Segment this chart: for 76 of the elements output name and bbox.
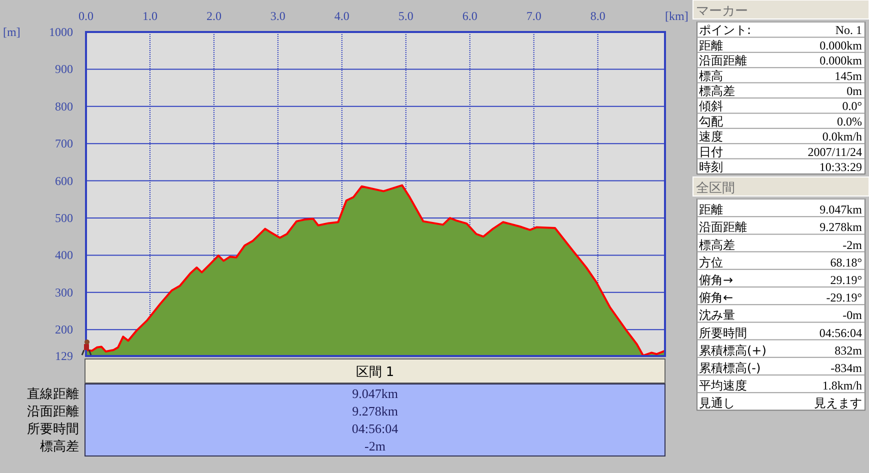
text: 9.278km — [820, 220, 863, 234]
text: -0m — [842, 308, 863, 322]
text: 方位 — [699, 255, 723, 270]
text: 俯角← — [699, 290, 734, 305]
y-tick-label: 1000 — [49, 25, 73, 39]
y-tick-label: 200 — [55, 322, 73, 337]
text: 傾斜 — [699, 99, 723, 114]
text: マーカー — [696, 4, 748, 19]
y-tick-label: 400 — [55, 248, 73, 262]
y-tick-label: 129 — [55, 349, 73, 363]
text: 0m — [846, 84, 863, 98]
text: 9.047km — [820, 202, 863, 217]
y-tick-label: 800 — [55, 99, 73, 114]
x-tick-label: 2.0 — [206, 9, 222, 23]
text: 1.8km/h — [822, 378, 862, 393]
x-axis-title: [km] — [665, 9, 688, 23]
x-tick-label: 0.0 — [78, 9, 94, 23]
x-tick-label: 5.0 — [398, 9, 414, 23]
text: 距離 — [699, 38, 723, 52]
text: 平均速度 — [699, 378, 747, 393]
text: 04:56:04 — [352, 421, 399, 436]
text: 標高差 — [699, 84, 735, 98]
text: 0.0km/h — [822, 130, 862, 144]
text: -29.19° — [826, 290, 862, 305]
text: 累積標高(+) — [699, 343, 766, 358]
text: 速度 — [699, 130, 723, 144]
text: 日付 — [699, 144, 723, 159]
x-tick-label: 3.0 — [270, 9, 286, 23]
y-tick-label: 500 — [55, 210, 73, 225]
text: 0.000km — [820, 38, 863, 52]
text: 0.0° — [842, 99, 862, 114]
y-tick-label: 900 — [55, 62, 73, 76]
text: 沿面距離 — [699, 220, 747, 234]
x-tick-label: 7.0 — [526, 9, 542, 23]
text: 標高 — [699, 68, 723, 83]
text: 832m — [834, 343, 863, 358]
text: 9.278km — [352, 404, 398, 418]
text: 10:33:29 — [819, 160, 862, 174]
text: 見えます — [814, 396, 862, 410]
text: 沈み量 — [699, 308, 735, 322]
y-tick-label: 600 — [55, 174, 73, 188]
text: 標高差 — [699, 238, 735, 252]
text: 29.19° — [830, 273, 862, 287]
text: 所要時間 — [27, 422, 79, 437]
text: 全区間 — [696, 181, 735, 196]
text: 時刻 — [699, 160, 723, 174]
text: ポイント: — [699, 23, 752, 38]
text: -834m — [830, 361, 863, 375]
text: 直線距離 — [27, 387, 79, 402]
text: 0.0% — [837, 114, 862, 128]
text: -2m — [364, 438, 386, 454]
text: 145m — [834, 68, 863, 83]
text: 見通し — [699, 396, 735, 410]
text: 沿面距離 — [27, 404, 79, 420]
text: 所要時間 — [699, 326, 747, 340]
text: 累積標高(-) — [699, 361, 761, 375]
text: 2007/11/24 — [808, 144, 862, 159]
text: 俯角→ — [699, 273, 734, 287]
text: 勾配 — [699, 114, 723, 128]
x-tick-label: 6.0 — [462, 9, 478, 23]
x-tick-label: 8.0 — [590, 9, 606, 23]
x-tick-label: 4.0 — [334, 9, 350, 23]
text: 9.047km — [352, 386, 398, 401]
y-axis-title: [m] — [3, 25, 20, 39]
text: 沿面距離 — [699, 54, 747, 68]
text: 標高差 — [40, 438, 79, 454]
text: No. 1 — [835, 23, 862, 38]
text: -2m — [842, 238, 863, 252]
text: 68.18° — [830, 255, 862, 270]
y-tick-label: 300 — [55, 285, 73, 300]
text: 区間 1 — [356, 365, 394, 380]
x-tick-label: 1.0 — [142, 9, 158, 23]
text: 04:56:04 — [819, 326, 862, 340]
text: 距離 — [699, 202, 723, 217]
text: 0.000km — [820, 54, 863, 68]
y-tick-label: 700 — [55, 136, 73, 151]
